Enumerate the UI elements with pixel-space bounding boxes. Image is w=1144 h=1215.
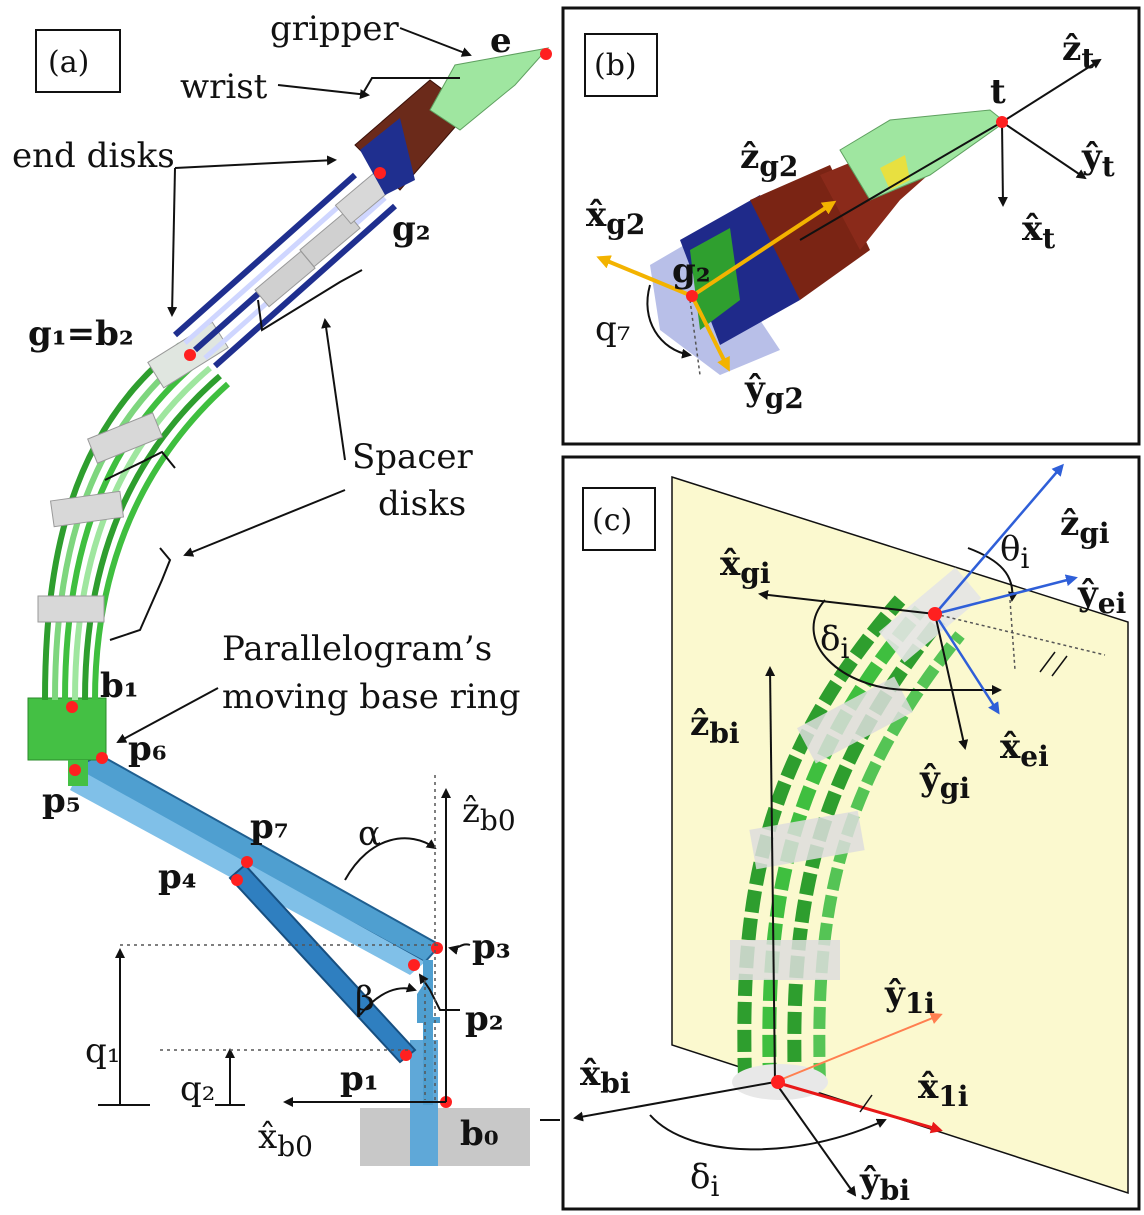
gripper xyxy=(429,47,550,131)
label-q1: q₁ xyxy=(85,1031,120,1071)
panel-c: (c) xyxy=(561,455,1141,1211)
label-gripper: gripper xyxy=(270,9,400,49)
label-b1: b₁ xyxy=(100,666,139,706)
label-xgi: x̂gi xyxy=(720,544,771,590)
frame-gi-axes xyxy=(573,547,1018,1197)
label-xg2: x̂g2 xyxy=(586,195,645,241)
label-yg2: ŷg2 xyxy=(744,369,804,415)
point-g1 xyxy=(184,349,196,361)
panel-b: (b) t ẑt ŷt x̂t ẑg2 x̂g2 g₂ xyxy=(561,6,1141,446)
label-zt: ẑt xyxy=(1062,29,1094,75)
panel-c-spacer xyxy=(797,676,913,764)
label-p6: p₆ xyxy=(128,729,167,769)
label-moving-base-ring: moving base ring xyxy=(222,677,520,717)
label-zg2: ẑg2 xyxy=(740,137,798,183)
label-p7: p₇ xyxy=(250,807,289,847)
label-alpha: α xyxy=(358,814,381,854)
panel-c-tag: (c) xyxy=(592,503,632,538)
label-y1i: ŷ1i xyxy=(884,974,935,1020)
point-p7 xyxy=(241,856,253,868)
label-b0: b₀ xyxy=(460,1114,499,1154)
label-xb0: x̂b0 xyxy=(258,1117,313,1163)
frame-g2-axes xyxy=(596,200,837,372)
label-yt: ŷt xyxy=(1081,137,1115,183)
plane-guide-dotted xyxy=(934,613,1106,656)
label-p2: p₂ xyxy=(465,999,504,1039)
plane-hatch-marks xyxy=(859,651,1068,1113)
panel-c-spacer xyxy=(749,810,865,870)
label-p3: p₃ xyxy=(472,927,511,967)
label-g2: g₂ xyxy=(392,209,431,249)
q7-guide xyxy=(689,299,701,376)
point-g2-b xyxy=(686,290,698,302)
panel-c-tag-box xyxy=(582,487,656,551)
point-p5 xyxy=(69,764,81,776)
point-t xyxy=(996,116,1008,128)
label-p5: p₅ xyxy=(42,781,81,821)
label-end-disks: end disks xyxy=(12,136,175,176)
label-x1i: x̂1i xyxy=(918,1067,968,1113)
label-ybi: ŷbi xyxy=(859,1161,910,1207)
label-beta: β xyxy=(355,979,375,1019)
label-zgi: ẑgi xyxy=(1060,504,1110,550)
label-p1: p₁ xyxy=(340,1059,379,1099)
q7-arc xyxy=(646,284,692,359)
label-xei: x̂ei xyxy=(1000,727,1049,773)
spacer-disk xyxy=(87,412,163,464)
label-wrist: wrist xyxy=(180,67,268,107)
point-p4 xyxy=(231,874,243,886)
label-t: t xyxy=(990,72,1006,112)
label-theta: θi xyxy=(1000,529,1029,575)
panel-b-tag-box xyxy=(584,33,658,97)
point-bi xyxy=(771,1075,785,1089)
panel-a-tag: (a) xyxy=(48,45,89,80)
point-b1 xyxy=(66,701,78,713)
panel-a: (a) xyxy=(12,9,560,1166)
label-zbi: ẑbi xyxy=(690,704,740,750)
point-e xyxy=(540,48,552,60)
point-ei xyxy=(928,607,942,621)
label-yei: ŷei xyxy=(1077,574,1126,620)
x1i-axis xyxy=(774,1080,943,1134)
upper-link xyxy=(67,753,442,964)
point-p3 xyxy=(431,942,443,954)
label-q2: q₂ xyxy=(180,1069,215,1109)
point-p1 xyxy=(400,1049,412,1061)
panel-a-callouts xyxy=(98,27,560,1121)
label-parallelogram: Parallelogram’s xyxy=(222,629,492,669)
panel-a-tag-box xyxy=(35,29,121,93)
lower-link xyxy=(228,863,417,1064)
label-g1-b2: g₁=b₂ xyxy=(28,314,134,354)
base-block xyxy=(360,1108,530,1166)
label-xt: x̂t xyxy=(1022,209,1055,255)
label-zb0: ẑb0 xyxy=(462,791,516,837)
label-delta-bottom: δi xyxy=(690,1157,719,1203)
label-e: e xyxy=(490,21,512,61)
spacer-disk xyxy=(37,595,105,623)
frame-ei-axes xyxy=(933,463,1078,715)
wrist-blue xyxy=(360,118,415,195)
label-disks: disks xyxy=(378,484,466,524)
panel-a-points xyxy=(66,48,552,1108)
frame-t-axes xyxy=(799,58,1102,241)
label-p4: p₄ xyxy=(158,857,197,897)
label-q7: q₇ xyxy=(595,309,630,349)
label-g2-b: g₂ xyxy=(672,251,711,291)
label-ygi: ŷgi xyxy=(919,759,970,805)
point-p2 xyxy=(408,959,420,971)
spacer-disk xyxy=(49,490,125,528)
label-delta-top: δi xyxy=(820,619,849,665)
point-p6 xyxy=(96,752,108,764)
panel-b-tag: (b) xyxy=(594,48,637,83)
label-spacer: Spacer xyxy=(352,437,473,477)
point-g2 xyxy=(374,167,386,179)
panel-c-spacer xyxy=(730,940,840,980)
label-xbi: x̂bi xyxy=(580,1054,631,1100)
y1i-axis xyxy=(774,1012,943,1083)
panel-a-dotted-guides xyxy=(120,775,440,1100)
